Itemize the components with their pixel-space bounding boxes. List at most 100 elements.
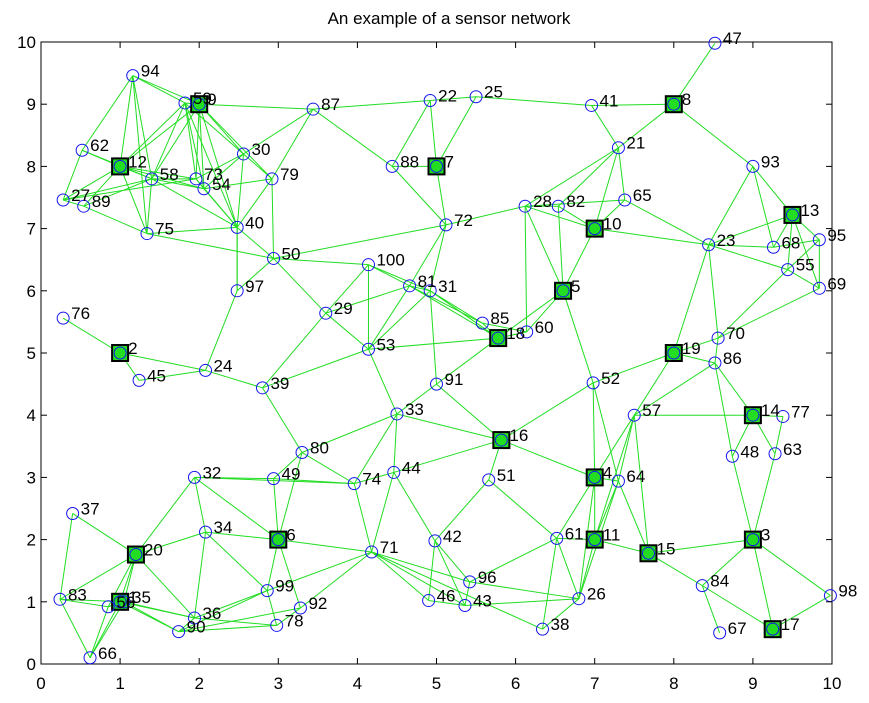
edge-32-34 xyxy=(193,477,207,533)
sensor-node-91 xyxy=(430,377,443,391)
node-label-20: 20 xyxy=(144,541,163,560)
edge-7-72 xyxy=(436,166,447,225)
edge-8-41 xyxy=(591,103,674,106)
edge-61-96 xyxy=(469,537,557,583)
edge-81-100 xyxy=(368,264,410,287)
edge-12-73 xyxy=(120,165,197,180)
sensor-node-17 xyxy=(766,622,780,636)
node-label-90: 90 xyxy=(187,618,206,637)
node-label-51: 51 xyxy=(497,466,516,485)
sensor-node-55 xyxy=(781,263,795,277)
sensor-node-32 xyxy=(187,470,201,484)
sensor-node-47 xyxy=(708,36,722,50)
sensor-node-42 xyxy=(428,534,442,548)
node-label-40: 40 xyxy=(245,213,264,232)
edge-18-31 xyxy=(429,290,499,339)
edge-75-40 xyxy=(146,226,238,235)
edge-74-32 xyxy=(194,476,355,485)
edge-17-98 xyxy=(772,595,831,630)
edge-64-15 xyxy=(617,480,649,554)
node-label-16: 16 xyxy=(509,426,528,445)
edge-86-57 xyxy=(633,362,716,416)
edge-68-23 xyxy=(708,244,774,248)
node-label-99: 99 xyxy=(275,577,294,596)
sensor-node-41 xyxy=(585,98,599,112)
edge-80-74 xyxy=(301,452,355,485)
edge-16-33 xyxy=(396,413,502,441)
sensor-node-21 xyxy=(611,141,625,155)
node-label-59: 59 xyxy=(193,89,212,108)
edge-96-43 xyxy=(464,581,471,606)
node-label-84: 84 xyxy=(710,572,729,591)
edge-6-32 xyxy=(194,476,279,541)
node-label-74: 74 xyxy=(362,470,381,489)
node-label-52: 52 xyxy=(601,369,620,388)
x-tick-label-9: 9 xyxy=(748,674,757,693)
node-label-25: 25 xyxy=(484,83,503,102)
edge-36-90 xyxy=(178,617,195,633)
node-label-85: 85 xyxy=(490,309,509,328)
edge-1-66 xyxy=(89,601,121,659)
node-label-62: 62 xyxy=(90,136,109,155)
node-label-19: 19 xyxy=(682,339,701,358)
edge-71-99 xyxy=(267,551,372,592)
sensor-node-88 xyxy=(385,159,399,173)
x-tick-label-8: 8 xyxy=(669,674,678,693)
edge-49-32 xyxy=(194,476,274,480)
edge-8-93 xyxy=(673,103,754,167)
node-label-29: 29 xyxy=(334,299,353,318)
node-label-44: 44 xyxy=(402,458,421,477)
edge-81-53 xyxy=(368,285,411,350)
sensor-node-12 xyxy=(113,159,127,173)
sensor-node-20 xyxy=(129,548,143,562)
sensor-node-82 xyxy=(551,199,565,213)
edge-82-5 xyxy=(557,206,564,291)
edge-41-25 xyxy=(476,96,592,106)
edge-80-6 xyxy=(277,452,303,540)
edge-58-75 xyxy=(146,178,153,234)
edge-71-96 xyxy=(371,551,470,583)
edge-99-36 xyxy=(194,590,268,619)
sensor-node-61 xyxy=(550,531,564,545)
node-label-68: 68 xyxy=(781,233,800,252)
sensor-node-70 xyxy=(711,331,725,345)
y-tick-label-3: 3 xyxy=(27,468,36,487)
edge-94-59 xyxy=(132,75,186,104)
edge-25-7 xyxy=(436,96,477,167)
edge-27-89 xyxy=(63,199,84,207)
edge-58-54 xyxy=(151,178,205,190)
node-label-23: 23 xyxy=(717,231,736,250)
edge-22-87 xyxy=(313,99,431,110)
sensor-node-48 xyxy=(725,449,739,463)
node-label-32: 32 xyxy=(202,463,221,482)
x-tick-label-1: 1 xyxy=(115,674,124,693)
node-label-3: 3 xyxy=(761,526,770,545)
node-label-37: 37 xyxy=(81,499,100,518)
sensor-node-1 xyxy=(113,595,127,609)
node-label-81: 81 xyxy=(418,272,437,291)
node-label-60: 60 xyxy=(535,318,554,337)
edge-100-29 xyxy=(325,264,369,314)
edge-19-57 xyxy=(633,352,675,416)
sensor-node-81 xyxy=(403,279,417,293)
edge-2-76 xyxy=(62,317,121,354)
sensor-node-80 xyxy=(295,446,309,460)
edge-94-58 xyxy=(132,75,153,179)
node-label-43: 43 xyxy=(473,592,492,611)
node-label-57: 57 xyxy=(642,401,661,420)
edge-42-96 xyxy=(434,540,471,583)
sensor-node-72 xyxy=(439,218,453,232)
edge-50-29 xyxy=(273,258,327,314)
sensor-node-87 xyxy=(306,102,320,116)
edge-85-31 xyxy=(429,290,483,324)
edge-24-39 xyxy=(205,369,263,389)
edge-79-50 xyxy=(271,178,275,259)
node-label-7: 7 xyxy=(445,152,454,171)
edge-51-61 xyxy=(488,479,558,539)
node-label-71: 71 xyxy=(380,538,399,557)
edge-88-72 xyxy=(391,166,447,226)
node-label-41: 41 xyxy=(600,91,619,110)
sensor-node-10 xyxy=(588,222,602,236)
edge-91-16 xyxy=(436,383,502,441)
node-label-69: 69 xyxy=(827,274,846,293)
